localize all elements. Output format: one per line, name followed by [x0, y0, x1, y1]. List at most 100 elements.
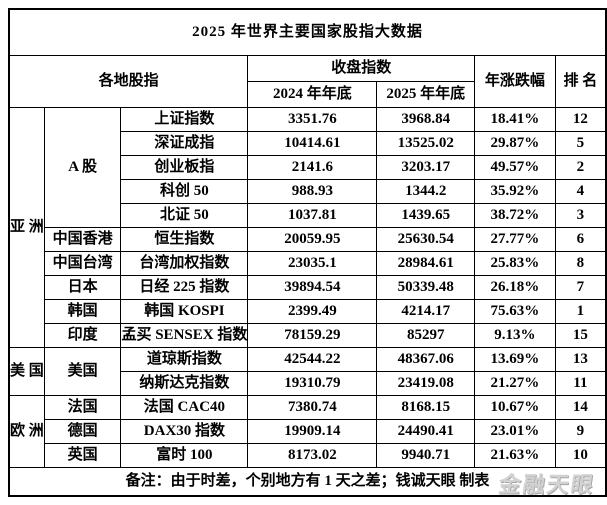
close-2024-cell: 78159.29 [247, 323, 378, 348]
close-2025-cell: 3968.84 [376, 107, 476, 132]
region-cell-europe: 欧 洲 [8, 395, 45, 468]
close-2024-cell: 42544.22 [247, 347, 378, 372]
close-2025-cell: 25630.54 [376, 227, 476, 252]
country-cell: 中国香港 [43, 227, 122, 252]
change-cell: 23.01% [474, 419, 556, 444]
change-cell: 13.69% [474, 347, 556, 372]
close-2024-cell: 2141.6 [247, 155, 378, 180]
country-cell: 印度 [43, 323, 122, 348]
change-cell: 27.77% [474, 227, 556, 252]
close-2024-cell: 20059.95 [247, 227, 378, 252]
table-row: 欧 洲 法国 法国 CAC40 7380.74 8168.15 10.67% 1… [8, 395, 607, 468]
header-year-2025: 2025 年年底 [376, 81, 476, 108]
table-row: 韩国 韩国 KOSPI 2399.49 4214.17 75.63% 1 [9, 299, 607, 324]
change-cell: 75.63% [474, 299, 556, 324]
close-2025-cell: 85297 [376, 323, 476, 348]
country-cell: 日本 [43, 275, 122, 300]
rank-cell: 8 [554, 251, 607, 276]
country-cell: 法国 [43, 395, 122, 420]
close-2024-cell: 19909.14 [247, 419, 378, 444]
header-region-index: 各地股指 [8, 55, 249, 108]
group-cell-us: 美国 [43, 347, 122, 396]
change-cell: 21.27% [474, 371, 556, 396]
rank-cell: 4 [554, 179, 607, 204]
close-2024-cell: 2399.49 [247, 299, 378, 324]
region-cell-asia: 亚 洲 [8, 107, 45, 348]
group-cell-a-share: A 股 [43, 107, 122, 228]
close-2024-cell: 1037.81 [247, 203, 378, 228]
close-2025-cell: 23419.08 [376, 371, 476, 396]
close-2024-cell: 8173.02 [247, 443, 378, 468]
close-2024-cell: 23035.1 [247, 251, 378, 276]
table-row: 中国香港 恒生指数 20059.95 25630.54 27.77% 6 [9, 227, 607, 252]
table-row: 北证 50 1037.81 1439.65 38.72% 3 [9, 203, 607, 228]
table-row: 德国 DAX30 指数 19909.14 24490.41 23.01% 9 [9, 419, 607, 444]
close-2025-cell: 28984.61 [376, 251, 476, 276]
rank-cell: 14 [554, 395, 607, 420]
table-row: 中国台湾 台湾加权指数 23035.1 28984.61 25.83% 8 [9, 251, 607, 276]
rank-cell: 5 [554, 131, 607, 156]
change-cell: 26.18% [474, 275, 556, 300]
rank-cell: 10 [554, 443, 607, 468]
table-row: 纳斯达克指数 19310.79 23419.08 21.27% 11 [9, 371, 607, 396]
change-cell: 29.87% [474, 131, 556, 156]
index-name-cell: 创业板指 [120, 155, 249, 180]
index-name-cell: 台湾加权指数 [120, 251, 249, 276]
close-2024-cell: 10414.61 [247, 131, 378, 156]
close-2024-cell: 39894.54 [247, 275, 378, 300]
change-cell: 18.41% [474, 107, 556, 132]
footer-note: 备注：由于时差，个别地方有 1 天之差；钱诚天眼 制表 [8, 467, 607, 496]
change-cell: 21.63% [474, 443, 556, 468]
table-row: 印度 孟买 SENSEX 指数 78159.29 85297 9.13% 15 [9, 323, 607, 348]
rank-cell: 7 [554, 275, 607, 300]
close-2025-cell: 13525.02 [376, 131, 476, 156]
index-name-cell: 孟买 SENSEX 指数 [120, 323, 249, 348]
close-2024-cell: 7380.74 [247, 395, 378, 420]
close-2024-cell: 3351.76 [247, 107, 378, 132]
rank-cell: 12 [554, 107, 607, 132]
table-row: 日本 日经 225 指数 39894.54 50339.48 26.18% 7 [9, 275, 607, 300]
table-row: 创业板指 2141.6 3203.17 49.57% 2 [9, 155, 607, 180]
table-row: 亚 洲 A 股 上证指数 3351.76 3968.84 18.41% 12 [8, 107, 607, 348]
header-closing-index: 收盘指数 [247, 55, 476, 82]
stock-index-table: 2025 年世界主要国家股指大数据 各地股指 收盘指数 年涨跌幅 排 名 202… [8, 8, 607, 497]
table-row: 英国 富时 100 8173.02 9940.71 21.63% 10 [9, 443, 607, 468]
country-cell: 中国台湾 [43, 251, 122, 276]
rank-cell: 6 [554, 227, 607, 252]
header-rank: 排 名 [554, 55, 607, 108]
region-cell-america: 美 国 [8, 347, 45, 396]
country-cell: 英国 [43, 443, 122, 468]
header-year-2024: 2024 年年底 [247, 81, 378, 108]
index-name-cell: 北证 50 [120, 203, 249, 228]
index-name-cell: 纳斯达克指数 [120, 371, 249, 396]
country-cell: 德国 [43, 419, 122, 444]
rank-cell: 9 [554, 419, 607, 444]
close-2025-cell: 50339.48 [376, 275, 476, 300]
table-row: 美 国 美国 道琼斯指数 42544.22 48367.06 13.69% 13 [8, 347, 607, 396]
close-2024-cell: 988.93 [247, 179, 378, 204]
change-cell: 25.83% [474, 251, 556, 276]
index-name-cell: 富时 100 [120, 443, 249, 468]
close-2025-cell: 9940.71 [376, 443, 476, 468]
rank-cell: 11 [554, 371, 607, 396]
index-name-cell: 日经 225 指数 [120, 275, 249, 300]
index-name-cell: 上证指数 [120, 107, 249, 132]
close-2025-cell: 4214.17 [376, 299, 476, 324]
header-annual-change: 年涨跌幅 [474, 55, 556, 108]
index-name-cell: DAX30 指数 [120, 419, 249, 444]
table-row: 深证成指 10414.61 13525.02 29.87% 5 [9, 131, 607, 156]
country-cell: 韩国 [43, 299, 122, 324]
rank-cell: 1 [554, 299, 607, 324]
close-2025-cell: 3203.17 [376, 155, 476, 180]
index-name-cell: 恒生指数 [120, 227, 249, 252]
rank-cell: 2 [554, 155, 607, 180]
close-2025-cell: 24490.41 [376, 419, 476, 444]
change-cell: 38.72% [474, 203, 556, 228]
index-name-cell: 科创 50 [120, 179, 249, 204]
close-2025-cell: 1344.2 [376, 179, 476, 204]
rank-cell: 3 [554, 203, 607, 228]
close-2025-cell: 1439.65 [376, 203, 476, 228]
change-cell: 49.57% [474, 155, 556, 180]
rank-cell: 13 [554, 347, 607, 372]
